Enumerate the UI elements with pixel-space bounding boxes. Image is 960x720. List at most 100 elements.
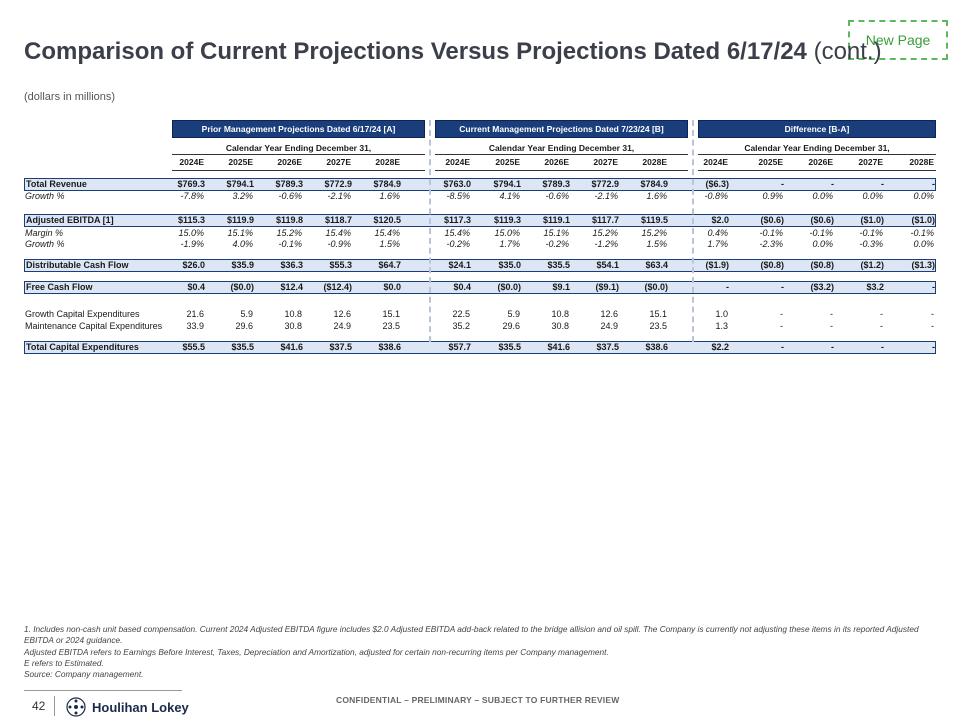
cell-value: 1.6% bbox=[646, 191, 667, 201]
cell-value: $41.6 bbox=[280, 342, 303, 352]
comparison-table: Prior Management Projections Dated 6/17/… bbox=[24, 120, 936, 354]
cell-value: 0.0% bbox=[812, 191, 833, 201]
calendar-label: Calendar Year Ending December 31, bbox=[172, 143, 425, 155]
cell-value: - bbox=[830, 321, 833, 331]
cell-value: ($1.0) bbox=[860, 215, 884, 225]
year-header: 2024E bbox=[179, 157, 204, 167]
cell-value: $0.0 bbox=[383, 282, 401, 292]
cell-value: $119.3 bbox=[493, 215, 521, 225]
year-header: 2028E bbox=[909, 157, 934, 167]
row-label: Growth Capital Expenditures bbox=[25, 309, 140, 319]
footnote-3: E refers to Estimated. bbox=[24, 657, 104, 668]
cell-value: 23.5 bbox=[382, 321, 400, 331]
cell-value: $35.5 bbox=[498, 342, 521, 352]
cell-value: - bbox=[932, 342, 935, 352]
cell-value: 15.2% bbox=[641, 228, 667, 238]
cell-value: 0.0% bbox=[913, 191, 934, 201]
cell-value: 30.8 bbox=[284, 321, 302, 331]
cell-value: -2.1% bbox=[327, 191, 351, 201]
cell-value: 21.6 bbox=[186, 309, 204, 319]
cell-value: ($3.2) bbox=[810, 282, 834, 292]
year-header: 2025E bbox=[228, 157, 253, 167]
cell-value: -0.1% bbox=[759, 228, 783, 238]
cell-value: 23.5 bbox=[649, 321, 667, 331]
footnote-1: 1. Includes non-cash unit based compensa… bbox=[24, 624, 919, 646]
cell-value: $2.0 bbox=[711, 215, 729, 225]
year-header: 2026E bbox=[277, 157, 302, 167]
cell-value: ($0.0) bbox=[230, 282, 254, 292]
year-header: 2024E bbox=[703, 157, 728, 167]
new-page-marker[interactable]: New Page bbox=[848, 20, 948, 60]
cell-value: $57.7 bbox=[448, 342, 471, 352]
footnote-2: Adjusted EBITDA refers to Earnings Befor… bbox=[24, 646, 609, 657]
row-label: Growth % bbox=[25, 239, 65, 249]
cell-value: 15.1% bbox=[543, 228, 569, 238]
cell-value: 0.0% bbox=[913, 239, 934, 249]
cell-value: $38.6 bbox=[378, 342, 401, 352]
year-header: 2026E bbox=[544, 157, 569, 167]
table-body: Total Revenue $769.3 $794.1 $789.3 $772.9 $78… bbox=[24, 178, 936, 354]
group-header-c: Difference [B-A] bbox=[698, 120, 936, 138]
cell-value: $55.5 bbox=[182, 342, 205, 352]
cell-value: -7.8% bbox=[180, 191, 204, 201]
cell-value: $117.7 bbox=[591, 215, 619, 225]
company-logo: Houlihan Lokey bbox=[66, 697, 189, 717]
cell-value: $55.3 bbox=[329, 260, 352, 270]
cell-value: $37.5 bbox=[329, 342, 352, 352]
table-row-growth-capex: Growth Capital Expenditures 21.6 5.9 10.8 12… bbox=[24, 309, 936, 320]
cell-value: 4.0% bbox=[232, 239, 253, 249]
cell-value: $2.2 bbox=[711, 342, 729, 352]
year-underline bbox=[435, 170, 688, 171]
row-label: Margin % bbox=[25, 228, 64, 238]
cell-value: -1.9% bbox=[180, 239, 204, 249]
row-label: Maintenance Capital Expenditures bbox=[25, 321, 163, 331]
table-row-margin: Margin % 15.0% 15.1% 15.2% 15.4% 15.4% 15.4% 15… bbox=[24, 228, 936, 239]
cell-value: $789.3 bbox=[275, 179, 303, 189]
cell-value: $117.3 bbox=[443, 215, 471, 225]
table-row-ebitda-growth: Growth % -1.9% 4.0% -0.1% -0.9% 1.5% -0.2% 1.7%… bbox=[24, 239, 936, 250]
cell-value: 12.6 bbox=[600, 309, 618, 319]
cell-value: $119.1 bbox=[542, 215, 570, 225]
cell-value: $37.5 bbox=[596, 342, 619, 352]
cell-value: 15.1 bbox=[649, 309, 667, 319]
cell-value: ($0.6) bbox=[760, 215, 784, 225]
cell-value: 1.5% bbox=[379, 239, 400, 249]
page-title: Comparison of Current Projections Versus… bbox=[24, 38, 882, 66]
cell-value: - bbox=[932, 179, 935, 189]
cell-value: $784.9 bbox=[640, 179, 668, 189]
cell-value: - bbox=[781, 282, 784, 292]
cell-value: ($0.0) bbox=[497, 282, 521, 292]
cell-value: ($1.3) bbox=[911, 260, 935, 270]
cell-value: 1.3 bbox=[715, 321, 728, 331]
logo-mark-icon bbox=[66, 697, 86, 717]
cell-value: $769.3 bbox=[177, 179, 205, 189]
row-label: Total Revenue bbox=[26, 179, 87, 189]
cell-value: 1.5% bbox=[646, 239, 667, 249]
year-header: 2024E bbox=[445, 157, 470, 167]
footer-divider bbox=[54, 696, 55, 716]
cell-value: -0.1% bbox=[809, 228, 833, 238]
cell-value: $120.5 bbox=[373, 215, 401, 225]
calendar-label: Calendar Year Ending December 31, bbox=[435, 143, 688, 155]
cell-value: 15.0% bbox=[178, 228, 204, 238]
cell-value: 10.8 bbox=[551, 309, 569, 319]
cell-value: $26.0 bbox=[182, 260, 205, 270]
table-row-maint-capex: Maintenance Capital Expenditures 33.9 29.6… bbox=[24, 321, 936, 332]
footnotes: 1. Includes non-cash unit based compensa… bbox=[24, 624, 924, 680]
page-subtitle: (dollars in millions) bbox=[24, 91, 116, 103]
table-row-rev-growth: Growth % -7.8% 3.2% -0.6% -2.1% 1.6% -8.5% 4.1%… bbox=[24, 191, 936, 202]
cell-value: 0.0% bbox=[812, 239, 833, 249]
year-header: 2025E bbox=[495, 157, 520, 167]
cell-value: $119.5 bbox=[640, 215, 668, 225]
title-main: Comparison of Current Projections Versus… bbox=[24, 38, 807, 65]
logo-text: Houlihan Lokey bbox=[92, 699, 189, 715]
title-suffix: (cont.) bbox=[813, 38, 882, 65]
cell-value: 15.0% bbox=[494, 228, 520, 238]
table-row-total-revenue: Total Revenue $769.3 $794.1 $789.3 $772.9 $78… bbox=[24, 178, 936, 191]
cell-value: - bbox=[881, 342, 884, 352]
cell-value: 0.9% bbox=[762, 191, 783, 201]
cell-value: -2.3% bbox=[759, 239, 783, 249]
cell-value: 1.7% bbox=[499, 239, 520, 249]
cell-value: 15.4% bbox=[325, 228, 351, 238]
cell-value: 15.4% bbox=[374, 228, 400, 238]
